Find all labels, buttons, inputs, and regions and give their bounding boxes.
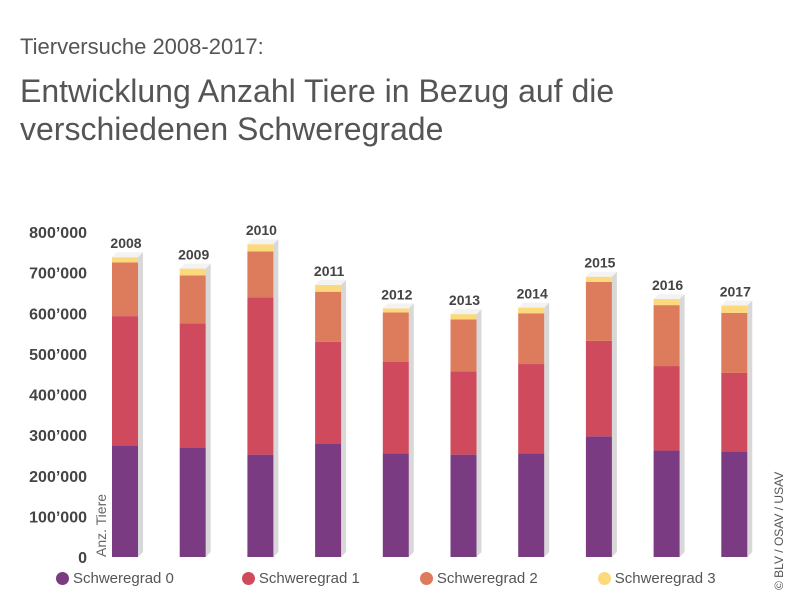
bar-segment-2014-schweregrad-0: [518, 453, 545, 557]
bar-top-2009: [179, 263, 211, 269]
legend-swatch-schweregrad-1: [241, 572, 255, 585]
bar-side-2010: [273, 239, 279, 557]
bar-side-2013: [476, 309, 482, 557]
bar-segment-2016-schweregrad-1: [653, 366, 680, 451]
bar-segment-2012-schweregrad-2: [382, 312, 409, 362]
bar-year-label: 2008: [110, 235, 141, 251]
bar-year-label: 2010: [246, 222, 277, 238]
legend-item-schweregrad-1: Schweregrad 1: [241, 570, 360, 587]
bar-side-2016: [679, 294, 685, 557]
legend-label-schweregrad-3: Schweregrad 3: [614, 570, 716, 587]
bar-segment-2008-schweregrad-3: [112, 257, 138, 263]
bar-side-2011: [341, 279, 347, 557]
y-tick-label: 300’000: [29, 428, 87, 445]
bar-segment-2012-schweregrad-0: [382, 453, 409, 557]
bar-year-label: 2016: [652, 277, 683, 293]
chart-title: Entwicklung Anzahl Tiere in Bezug auf di…: [20, 73, 615, 147]
copyright-notice: © BLV / OSAV / USAV: [772, 471, 786, 590]
bar-segment-2010-schweregrad-0: [247, 454, 274, 557]
bar-segment-2010-schweregrad-2: [247, 251, 274, 298]
bar-year-label: 2011: [314, 263, 345, 279]
y-tick-label: 400’000: [29, 388, 87, 405]
bar-segment-2016-schweregrad-3: [653, 299, 680, 306]
bar-side-2012: [408, 303, 414, 557]
bar-segment-2008-schweregrad-2: [112, 262, 138, 317]
legend-swatch-schweregrad-3: [597, 572, 611, 585]
y-tick-label: 500’000: [29, 347, 87, 364]
bar-segment-2011-schweregrad-2: [315, 291, 342, 342]
bar-segment-2013-schweregrad-3: [450, 314, 477, 320]
legend: Schweregrad 0 Schweregrad 1 Schweregrad …: [56, 570, 766, 587]
bar-segment-2015-schweregrad-1: [585, 340, 612, 437]
legend-item-schweregrad-0: Schweregrad 0: [56, 570, 174, 587]
bar-year-label: 2014: [517, 286, 548, 302]
bar-side-2014: [544, 302, 550, 557]
bar-segment-2017-schweregrad-2: [721, 312, 748, 373]
y-tick-label: 700’000: [29, 266, 87, 283]
legend-swatch-schweregrad-0: [56, 572, 69, 585]
bar-top-2014: [518, 302, 550, 308]
bar-segment-2013-schweregrad-1: [450, 371, 477, 455]
y-tick-label: 800’000: [29, 225, 87, 242]
bar-segment-2011-schweregrad-1: [315, 341, 342, 444]
bar-segment-2014-schweregrad-2: [518, 313, 545, 365]
bar-segment-2016-schweregrad-2: [653, 305, 680, 367]
bar-segment-2015-schweregrad-2: [585, 281, 612, 341]
bar-segment-2011-schweregrad-3: [315, 284, 342, 292]
bar-segment-2017-schweregrad-1: [721, 372, 748, 452]
y-tick-label: 600’000: [29, 306, 87, 323]
legend-item-schweregrad-3: Schweregrad 3: [597, 570, 716, 587]
bar-year-label: 2012: [381, 286, 412, 302]
bar-segment-2017-schweregrad-3: [721, 305, 748, 313]
y-tick-label: 0: [78, 550, 87, 567]
legend-label-schweregrad-0: Schweregrad 0: [73, 570, 174, 587]
bar-segment-2010-schweregrad-3: [247, 244, 274, 252]
bar-segment-2008-schweregrad-0: [112, 445, 138, 557]
bar-top-2008: [112, 252, 143, 258]
bar-top-2010: [247, 239, 279, 245]
bar-side-2017: [747, 300, 753, 557]
bar-segment-2015-schweregrad-3: [585, 276, 612, 282]
bar-segment-2008-schweregrad-1: [112, 316, 138, 446]
y-tick-label: 100’000: [29, 509, 87, 526]
bar-year-label: 2013: [449, 292, 480, 308]
bar-year-label: 2009: [178, 247, 209, 263]
legend-label-schweregrad-2: Schweregrad 2: [436, 570, 538, 587]
bar-segment-2009-schweregrad-3: [179, 268, 206, 276]
bar-segment-2013-schweregrad-0: [450, 454, 477, 557]
legend-label-schweregrad-1: Schweregrad 1: [258, 570, 360, 587]
bar-top-2015: [585, 271, 617, 277]
bar-segment-2009-schweregrad-1: [179, 323, 206, 448]
bar-top-2017: [721, 300, 753, 306]
bar-segment-2015-schweregrad-0: [585, 436, 612, 557]
bar-top-2016: [653, 294, 685, 300]
bar-top-2013: [450, 309, 482, 315]
bar-segment-2012-schweregrad-3: [382, 308, 409, 313]
bar-side-2015: [611, 271, 617, 557]
bar-segment-2009-schweregrad-0: [179, 447, 206, 557]
bar-segment-2013-schweregrad-2: [450, 319, 477, 372]
y-axis-label: Anz. Tiere: [93, 494, 109, 557]
bar-top-2011: [315, 279, 347, 285]
bar-segment-2011-schweregrad-0: [315, 443, 342, 557]
bar-side-2008: [138, 252, 143, 557]
bar-year-label: 2015: [584, 255, 615, 271]
bar-segment-2012-schweregrad-1: [382, 362, 409, 454]
bar-side-2009: [205, 263, 211, 557]
legend-item-schweregrad-2: Schweregrad 2: [419, 570, 538, 587]
bar-segment-2016-schweregrad-0: [653, 450, 680, 557]
bar-segment-2009-schweregrad-2: [179, 275, 206, 324]
legend-swatch-schweregrad-2: [419, 572, 433, 585]
chart-subtitle: Tierversuche 2008-2017:: [20, 34, 264, 59]
bar-year-label: 2017: [720, 284, 751, 300]
y-tick-label: 200’000: [29, 469, 87, 486]
bar-segment-2014-schweregrad-1: [518, 364, 545, 454]
bar-segment-2014-schweregrad-3: [518, 307, 545, 314]
bar-segment-2010-schweregrad-1: [247, 297, 274, 455]
bar-top-2012: [382, 303, 414, 309]
bar-segment-2017-schweregrad-0: [721, 451, 748, 557]
